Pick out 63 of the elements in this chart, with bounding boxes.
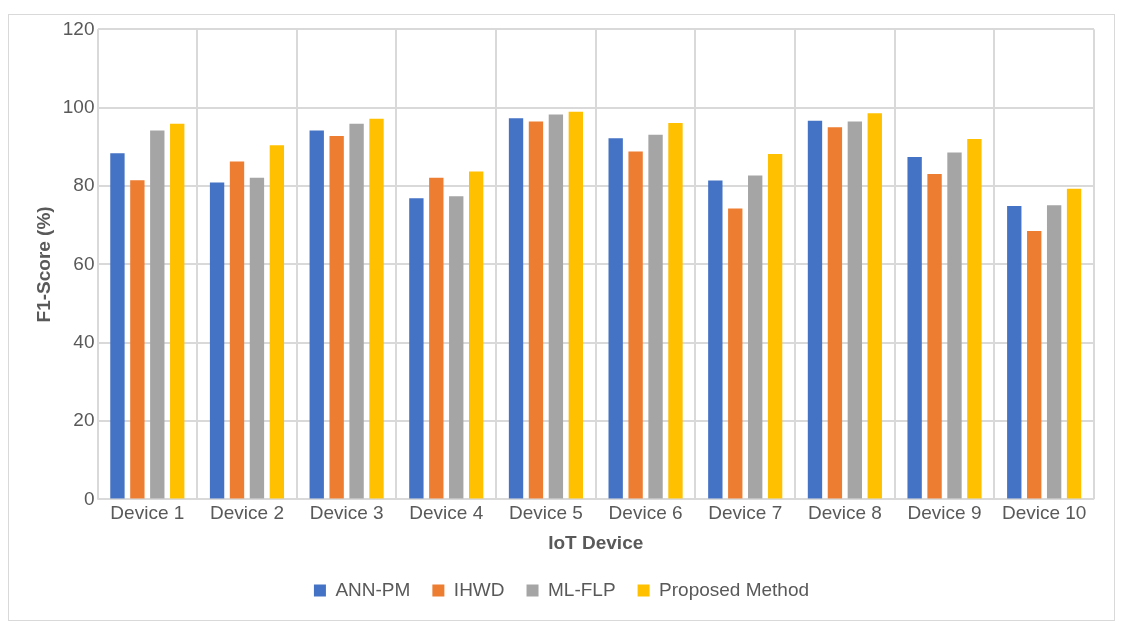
bar	[668, 123, 683, 499]
bar	[508, 118, 524, 499]
bar	[110, 153, 125, 499]
y-tick-label: 80	[73, 174, 95, 196]
x-tick-label: Device 5	[508, 502, 583, 524]
bar	[1046, 205, 1062, 499]
y-tick-label: 60	[73, 252, 95, 274]
y-tick-label: 120	[62, 17, 95, 39]
x-axis-title: IoT Device	[548, 531, 644, 553]
bar	[847, 121, 863, 499]
bar	[469, 171, 484, 499]
bar	[170, 123, 185, 499]
y-axis-title: F1-Score (%)	[32, 206, 54, 323]
bar	[648, 134, 663, 499]
legend-label: Proposed Method	[659, 578, 810, 600]
x-tick-label: Device 7	[708, 502, 783, 524]
x-tick-label: Device 1	[110, 502, 185, 524]
bar	[807, 120, 823, 499]
bar	[528, 121, 544, 499]
bar	[767, 153, 783, 499]
bar	[349, 123, 364, 499]
bar	[728, 208, 743, 499]
bar	[907, 157, 922, 499]
x-tick-label: Device 4	[409, 502, 484, 524]
bar	[429, 177, 444, 499]
bar	[1066, 188, 1082, 499]
bar	[927, 173, 942, 499]
x-tick-label: Device 3	[309, 502, 384, 524]
bar	[947, 152, 962, 499]
x-tick-label: Device 8	[807, 502, 882, 524]
bar	[130, 180, 145, 499]
bar	[1007, 206, 1022, 499]
bar	[309, 130, 324, 499]
legend-label: ML-FLP	[548, 578, 616, 600]
bar	[209, 182, 225, 499]
bar	[369, 118, 384, 499]
y-tick-label: 20	[73, 409, 95, 431]
legend-label: IHWD	[453, 578, 505, 600]
y-tick-label: 0	[83, 487, 95, 509]
bar	[608, 138, 623, 499]
bar	[548, 114, 564, 499]
x-tick-label: Device 10	[1001, 502, 1087, 524]
bar	[249, 177, 265, 499]
y-tick-label: 100	[62, 95, 95, 117]
bar	[1027, 231, 1042, 499]
bar	[827, 127, 843, 499]
x-tick-label: Device 6	[608, 502, 683, 524]
bar	[568, 111, 583, 499]
bar	[329, 135, 344, 499]
bar	[708, 180, 723, 499]
bar	[269, 145, 285, 499]
bar	[449, 196, 464, 499]
x-tick-label: Device 9	[907, 502, 982, 524]
legend-label: ANN-PM	[335, 578, 411, 600]
x-tick-label: Device 2	[210, 502, 284, 524]
bar	[748, 175, 763, 499]
bar	[867, 113, 882, 499]
bar	[967, 139, 982, 499]
bar	[229, 161, 245, 499]
bar	[150, 130, 165, 499]
bar	[628, 151, 643, 499]
bar	[409, 198, 424, 499]
y-tick-label: 40	[73, 330, 95, 352]
